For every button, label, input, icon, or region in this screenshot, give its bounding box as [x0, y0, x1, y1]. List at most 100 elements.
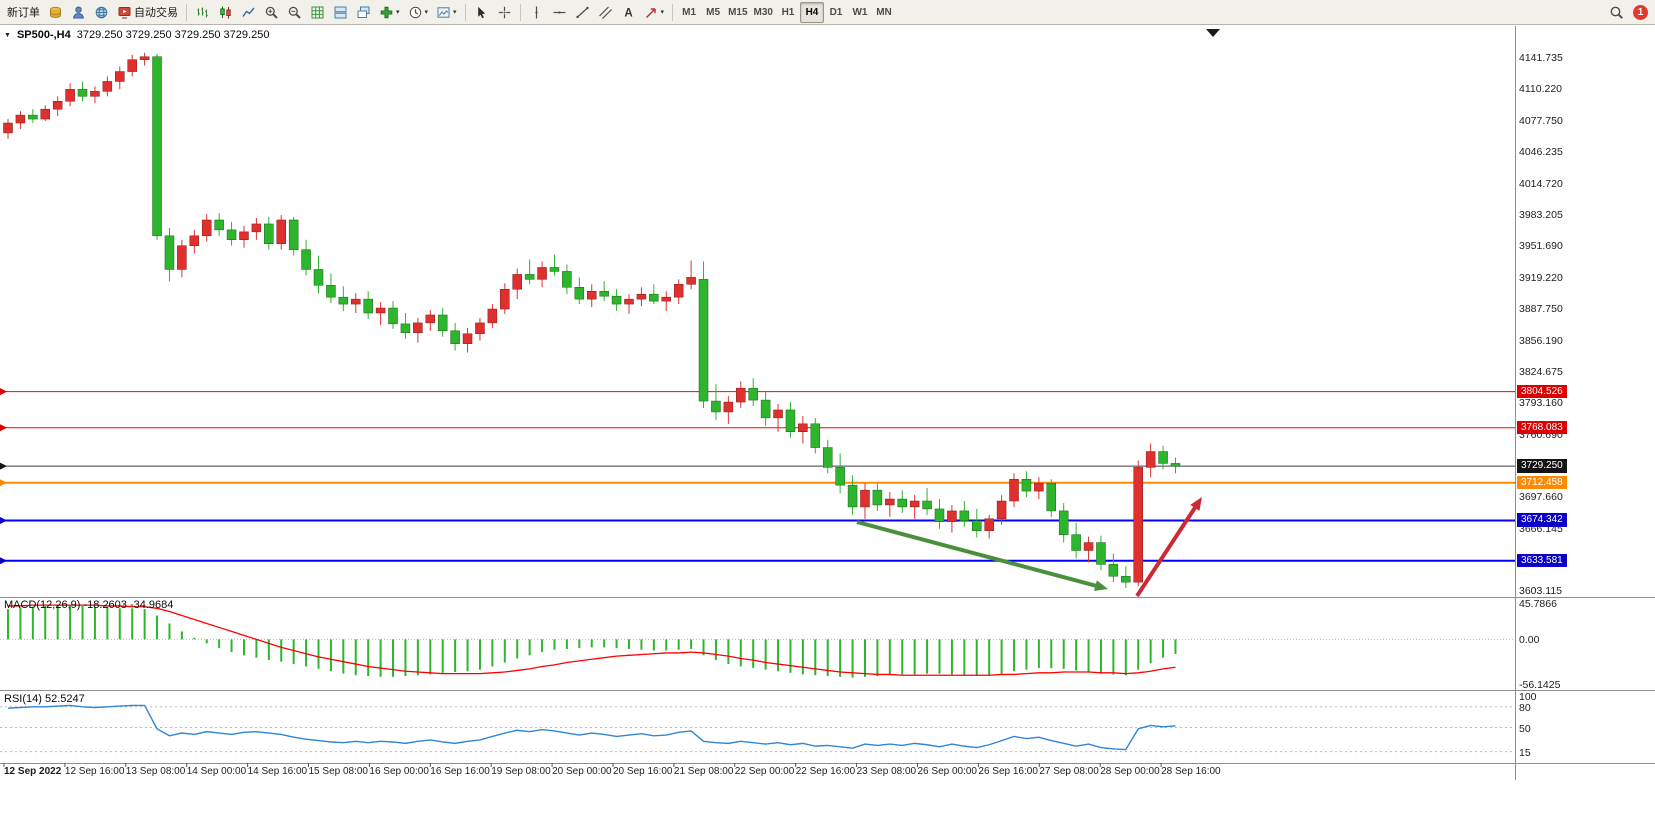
chevron-down-icon: ▾: [424, 8, 429, 16]
candle-body: [189, 235, 200, 246]
globe-icon: [95, 6, 108, 18]
candle-body: [1034, 482, 1044, 492]
vertical-line-button[interactable]: [525, 2, 548, 23]
horizontal-line-icon: [553, 10, 566, 14]
candle-body: [102, 81, 113, 92]
candle-body: [301, 249, 311, 270]
timeframe-m30-button[interactable]: M30: [751, 2, 776, 23]
candle-body: [972, 520, 982, 531]
hline-left-marker: [0, 557, 7, 565]
auto-trading-button[interactable]: 自动交易: [113, 2, 182, 23]
timeframe-d1-button[interactable]: D1: [824, 2, 848, 23]
trend-arrow-up[interactable]: [1135, 502, 1200, 598]
candle-body: [1009, 478, 1019, 502]
rsi-indicator-label[interactable]: RSI(14) 52.5247: [4, 693, 85, 705]
chart-shift-marker[interactable]: [1206, 29, 1220, 37]
timeframe-h4-button[interactable]: H4: [799, 1, 824, 23]
cursor-button[interactable]: [470, 2, 493, 23]
bar-chart-button[interactable]: [191, 2, 214, 23]
rsi-value: 52.5247: [44, 693, 85, 705]
chart-quote-header[interactable]: ▼ SP500-,H4 3729.250 3729.250 3729.250 3…: [4, 29, 269, 41]
search-icon: [1610, 6, 1623, 19]
candle-body: [549, 267, 560, 272]
zoom-in-button[interactable]: [260, 2, 283, 23]
new-order-button[interactable]: 新订单: [3, 2, 44, 23]
trend-arrow-down[interactable]: [856, 520, 1101, 589]
candle-body: [500, 289, 510, 310]
terminal-button[interactable]: [90, 2, 113, 23]
trendline-button[interactable]: [571, 2, 594, 23]
period-button[interactable]: ▾: [404, 2, 433, 23]
auto-trading-icon: [118, 6, 131, 18]
candle-body: [15, 114, 26, 124]
horizontal-line-button[interactable]: [548, 2, 571, 23]
macd-values: -18.2603 -34.9684: [83, 599, 174, 611]
candle-body: [313, 269, 324, 286]
candle-body: [1046, 482, 1057, 512]
market-watch-button[interactable]: [44, 2, 67, 23]
candle-body: [822, 447, 833, 468]
candle-body: [723, 401, 734, 413]
candlestick-chart-icon: [220, 6, 231, 18]
trend-arrow-up-head[interactable]: [1190, 497, 1202, 511]
candle-body: [636, 293, 647, 300]
candle-body: [872, 489, 883, 506]
candle-body: [65, 89, 75, 102]
candle-body: [611, 295, 622, 305]
navigator-button[interactable]: [67, 2, 90, 23]
trend-arrow-down-head[interactable]: [1094, 580, 1108, 591]
candle-body: [1170, 463, 1181, 467]
timeframe-h1-button[interactable]: H1: [776, 2, 800, 23]
coins-icon: [50, 6, 61, 18]
candle-body: [885, 498, 895, 506]
candle-body: [152, 56, 162, 237]
candle-body: [1096, 542, 1106, 565]
candle-body: [748, 387, 758, 401]
candle-body: [934, 508, 945, 523]
macd-indicator-label[interactable]: MACD(12,26,9) -18.2603 -34.9684: [4, 599, 173, 611]
template-button[interactable]: ▾: [432, 2, 461, 23]
rsi-line: [7, 704, 1176, 751]
timeframe-w1-button[interactable]: W1: [848, 2, 872, 23]
arrow-tool-icon: [645, 7, 656, 18]
candle-body: [375, 307, 386, 314]
candle-body: [574, 287, 585, 300]
grid-button[interactable]: [306, 2, 329, 23]
quote-toggle-icon[interactable]: ▼: [4, 31, 11, 39]
channel-button[interactable]: [594, 2, 617, 23]
text-tool-button[interactable]: A: [617, 2, 640, 23]
search-button[interactable]: [1605, 2, 1628, 23]
auto-trading-label: 自动交易: [134, 7, 178, 19]
main-toolbar: 新订单 自动交易 ▾ ▾ ▾ A ▾ M1 M5 M15 M30 H1 H4 D…: [0, 0, 1655, 25]
vertical-line-icon: [534, 6, 538, 18]
indicators-button[interactable]: ▾: [375, 2, 404, 23]
tile-windows-button[interactable]: [329, 2, 352, 23]
crosshair-button[interactable]: [493, 2, 516, 23]
hline-left-marker: [0, 462, 7, 470]
candle-body: [562, 271, 572, 288]
candle-body: [425, 314, 436, 324]
notification-badge[interactable]: 1: [1633, 4, 1648, 20]
candle-body: [475, 322, 485, 335]
candle-body: [760, 399, 771, 419]
timeframe-mn-button[interactable]: MN: [872, 2, 896, 23]
zoom-out-icon: [288, 6, 301, 19]
line-chart-button[interactable]: [237, 2, 260, 23]
candlestick-chart-button[interactable]: [214, 2, 237, 23]
candle-body: [1121, 575, 1131, 583]
candle-body: [1108, 564, 1119, 577]
candle-body: [586, 290, 597, 300]
zoom-out-button[interactable]: [283, 2, 306, 23]
candle-body: [3, 122, 13, 134]
hline-left-marker: [0, 388, 7, 396]
candle-body: [996, 500, 1007, 520]
timeframe-m5-button[interactable]: M5: [701, 2, 725, 23]
toolbar-separator: [672, 3, 674, 21]
arrows-tool-button[interactable]: ▾: [640, 2, 669, 23]
cascade-windows-button[interactable]: [352, 2, 375, 23]
new-order-label: 新订单: [7, 7, 40, 19]
timeframe-m15-button[interactable]: M15: [725, 2, 750, 23]
timeframe-m1-button[interactable]: M1: [677, 2, 701, 23]
cursor-icon: [477, 6, 485, 18]
